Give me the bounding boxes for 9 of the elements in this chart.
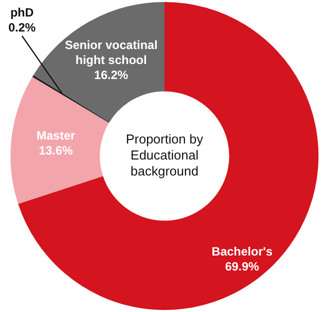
slice-label: Senior vocatinal hight school <box>64 38 158 67</box>
slice-label: Bachelor's <box>212 244 273 258</box>
data-label: 13.6% <box>38 144 74 158</box>
data-label: 69.9% <box>225 259 260 274</box>
data-label: 16.2% <box>94 68 129 82</box>
slice-label: Master <box>36 128 76 143</box>
slice-label: phD <box>10 6 34 20</box>
data-label: 0.2% <box>8 20 36 35</box>
text: Proportion by Educational background <box>126 132 204 179</box>
